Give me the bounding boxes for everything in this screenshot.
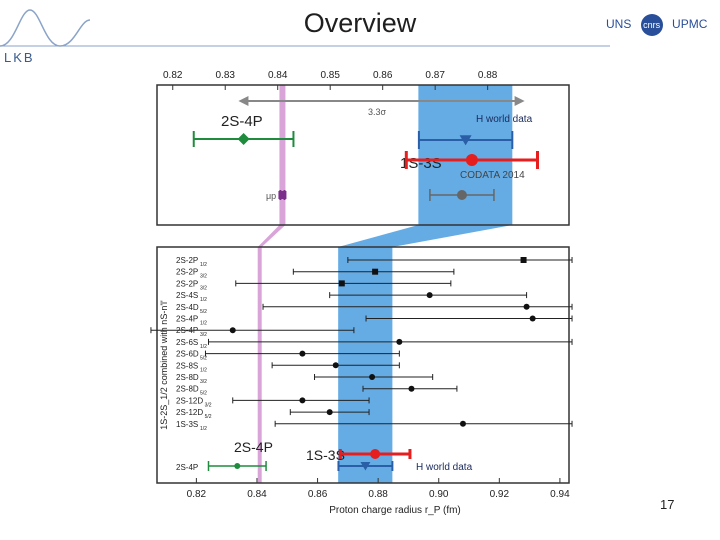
bottom-band-label: H world data [416, 462, 473, 473]
institution-logos: UNS cnrs UPMC [606, 14, 713, 36]
bottom-row-subscript: 1/2 [200, 367, 207, 373]
bottom-point-marker [459, 420, 466, 427]
top-point-marker [456, 190, 467, 200]
top-x-tick-label: 0.83 [215, 70, 235, 81]
bottom-row-subscript: 3/2 [200, 274, 207, 280]
bottom-row-label: 2S-4S [176, 291, 198, 300]
bottom-point-marker [299, 350, 306, 357]
bottom-row-subscript: 3/2 [200, 332, 207, 338]
top-point-label: CODATA 2014 [460, 170, 525, 181]
bottom-row-subscript: 3/2 [200, 285, 207, 291]
bottom-row-subscript: 5/2 [200, 391, 207, 397]
bottom-x-axis-label: Proton charge radius r_P (fm) [329, 505, 461, 516]
top-band [418, 85, 513, 225]
bottom-x-tick-label: 0.90 [429, 489, 449, 500]
bottom-point-marker [396, 338, 403, 345]
bottom-x-tick-label: 0.84 [247, 489, 267, 500]
top-point-marker [465, 154, 478, 166]
bottom-y-axis-label: 1S-2S_1/2 combined with nS-n'l' [159, 300, 169, 430]
bottom-row-label: 1S-3S [176, 420, 198, 429]
bottom-highlight-row-label: 2S-4P [176, 463, 198, 472]
bottom-point-marker [408, 385, 415, 392]
bottom-point-marker [426, 292, 433, 299]
top-plot-frame [156, 84, 570, 226]
bottom-row-subscript: 1/2 [200, 262, 207, 268]
top-x-tick-label: 0.87 [425, 70, 445, 81]
bottom-point-marker [332, 362, 339, 369]
bottom-row-subscript: 3/2 [200, 379, 207, 385]
slide-title: Overview [303, 8, 417, 38]
bottom-row-label: 2S-2P [176, 256, 198, 265]
page-number: 17 [660, 497, 675, 512]
bottom-row-label: 2S-2P [176, 279, 198, 288]
bottom-row-label: 2S-2P [176, 268, 198, 277]
top-point-marker [237, 133, 250, 145]
bottom-x-tick-label: 0.82 [187, 489, 207, 500]
bottom-point-marker [369, 374, 376, 380]
bottom-point-marker [338, 280, 345, 287]
bottom-row-subscript: 1/2 [200, 321, 207, 327]
bottom-row-subscript: 5/2 [205, 414, 212, 420]
sigma-annotation: 3.3σ [368, 107, 387, 117]
bottom-row-label: 2S-6S [176, 338, 198, 347]
bottom-muon-line [257, 247, 262, 483]
bottom-x-tick-label: 0.88 [368, 489, 388, 500]
uns-logo: UNS [606, 17, 632, 31]
wave-decoration-icon [0, 9, 91, 47]
bottom-row-label: 2S-8S [176, 361, 198, 370]
bottom-row-label: 2S-4P [176, 315, 198, 324]
top-x-tick-label: 0.82 [163, 70, 183, 81]
top-point-marker [278, 191, 287, 199]
top-x-tick-label: 0.88 [478, 70, 498, 81]
bottom-point-marker [299, 397, 306, 404]
sigma-arrow-head [514, 96, 525, 106]
bottom-highlight-marker [370, 449, 381, 459]
bottom-point-marker [520, 257, 527, 263]
overlay-label: 2S-4P [234, 439, 273, 455]
bottom-point-marker [229, 327, 236, 334]
bottom-row-subscript: 1/2 [200, 426, 207, 432]
bottom-plot-frame [156, 246, 570, 484]
top-point-label: μp [266, 191, 276, 201]
bottom-x-tick-label: 0.94 [550, 489, 570, 500]
bottom-row-label: 2S-4D [176, 303, 199, 312]
top-point-marker [459, 135, 472, 146]
bottom-point-marker [372, 268, 379, 275]
lkb-logo: LKB [4, 50, 35, 65]
bottom-x-tick-label: 0.92 [490, 489, 510, 500]
bottom-point-marker [523, 303, 530, 310]
muon-funnel [257, 225, 286, 247]
bottom-row-subscript: 1/2 [200, 297, 207, 303]
upmc-logo: UPMC [672, 17, 708, 31]
overlay-label: 1S-3S [306, 447, 345, 463]
top-x-tick-label: 0.84 [268, 70, 288, 81]
cnrs-logo: cnrs [640, 14, 663, 36]
top-band-label: H world data [476, 114, 533, 125]
bottom-row-subscript: 5/2 [200, 356, 207, 362]
top-point-label: 2S-4P [221, 113, 263, 130]
sigma-arrow-head [238, 96, 249, 106]
bottom-point-marker [326, 409, 333, 416]
bottom-highlight-marker [234, 463, 241, 469]
top-x-tick-label: 0.85 [320, 70, 340, 81]
bottom-row-label: 2S-12D [176, 408, 203, 417]
bottom-row-label: 2S-6D [176, 350, 199, 359]
top-x-tick-label: 0.86 [373, 70, 393, 81]
top-muon-line [279, 85, 286, 225]
bottom-row-label: 2S-8D [176, 385, 199, 394]
bottom-row-label: 2S-8D [176, 373, 199, 382]
bottom-row-subscript: 3/2 [205, 402, 212, 408]
bottom-highlight-marker [360, 462, 371, 471]
bottom-row-label: 2S-12D [176, 396, 203, 405]
bottom-x-tick-label: 0.86 [308, 489, 328, 500]
bottom-row-subscript: 1/2 [200, 344, 207, 350]
bottom-row-subscript: 5/2 [200, 309, 207, 315]
band-funnel [338, 225, 513, 247]
bottom-point-marker [529, 315, 536, 322]
